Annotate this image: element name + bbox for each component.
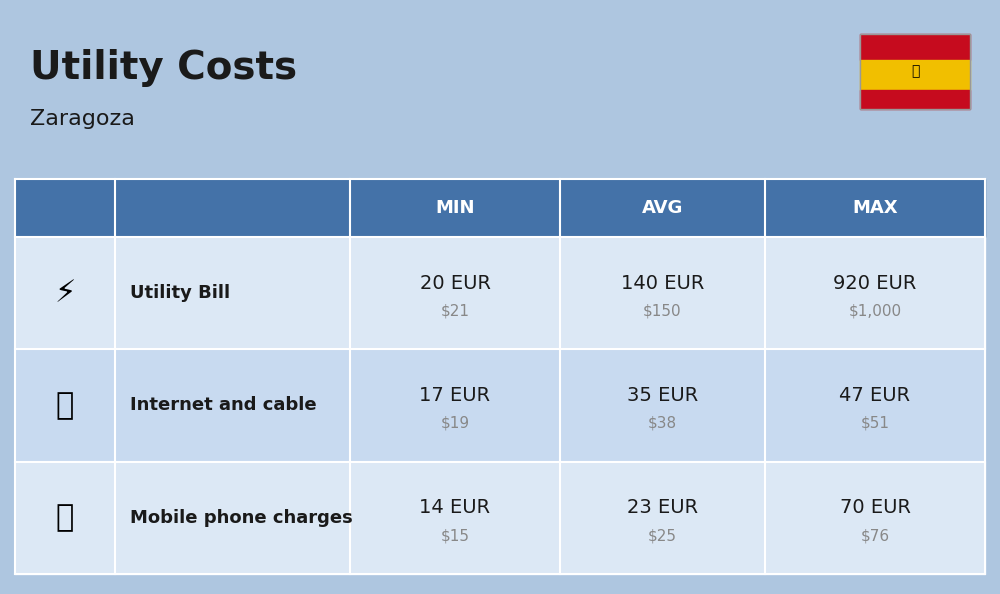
Text: 📱: 📱 bbox=[56, 503, 74, 532]
FancyBboxPatch shape bbox=[15, 237, 115, 349]
Text: 47 EUR: 47 EUR bbox=[839, 386, 911, 405]
Text: 23 EUR: 23 EUR bbox=[627, 498, 698, 517]
FancyBboxPatch shape bbox=[765, 179, 985, 237]
FancyBboxPatch shape bbox=[560, 462, 765, 574]
FancyBboxPatch shape bbox=[115, 349, 350, 462]
Text: Internet and cable: Internet and cable bbox=[130, 397, 317, 415]
FancyBboxPatch shape bbox=[350, 237, 560, 349]
Text: $25: $25 bbox=[648, 528, 677, 544]
FancyBboxPatch shape bbox=[115, 237, 350, 349]
FancyBboxPatch shape bbox=[560, 237, 765, 349]
FancyBboxPatch shape bbox=[560, 179, 765, 237]
Text: $150: $150 bbox=[643, 304, 682, 318]
FancyBboxPatch shape bbox=[115, 462, 350, 574]
Text: Utility Costs: Utility Costs bbox=[30, 49, 297, 87]
Text: AVG: AVG bbox=[642, 199, 683, 217]
Text: $21: $21 bbox=[440, 304, 470, 318]
Text: Mobile phone charges: Mobile phone charges bbox=[130, 509, 353, 527]
FancyBboxPatch shape bbox=[560, 349, 765, 462]
FancyBboxPatch shape bbox=[350, 462, 560, 574]
Text: 17 EUR: 17 EUR bbox=[419, 386, 491, 405]
FancyBboxPatch shape bbox=[115, 179, 350, 237]
FancyBboxPatch shape bbox=[860, 34, 970, 60]
Text: MIN: MIN bbox=[435, 199, 475, 217]
FancyBboxPatch shape bbox=[765, 237, 985, 349]
FancyBboxPatch shape bbox=[860, 60, 970, 90]
Text: 35 EUR: 35 EUR bbox=[627, 386, 698, 405]
FancyBboxPatch shape bbox=[15, 349, 115, 462]
Text: MAX: MAX bbox=[852, 199, 898, 217]
FancyBboxPatch shape bbox=[15, 179, 115, 237]
FancyBboxPatch shape bbox=[15, 462, 115, 574]
FancyBboxPatch shape bbox=[765, 349, 985, 462]
Text: 140 EUR: 140 EUR bbox=[621, 274, 704, 293]
FancyBboxPatch shape bbox=[765, 462, 985, 574]
Text: 20 EUR: 20 EUR bbox=[420, 274, 490, 293]
FancyBboxPatch shape bbox=[350, 349, 560, 462]
Text: $1,000: $1,000 bbox=[848, 304, 902, 318]
Text: 70 EUR: 70 EUR bbox=[840, 498, 910, 517]
Text: $15: $15 bbox=[440, 528, 470, 544]
Text: 🔰: 🔰 bbox=[911, 65, 919, 78]
Text: $19: $19 bbox=[440, 416, 470, 431]
Text: Utility Bill: Utility Bill bbox=[130, 284, 230, 302]
FancyBboxPatch shape bbox=[860, 90, 970, 109]
Text: $38: $38 bbox=[648, 416, 677, 431]
Text: Zaragoza: Zaragoza bbox=[30, 109, 135, 129]
FancyBboxPatch shape bbox=[350, 179, 560, 237]
Text: ⚡: ⚡ bbox=[54, 279, 76, 308]
Text: 14 EUR: 14 EUR bbox=[419, 498, 491, 517]
Text: $76: $76 bbox=[860, 528, 890, 544]
Text: $51: $51 bbox=[860, 416, 890, 431]
Text: 920 EUR: 920 EUR bbox=[833, 274, 917, 293]
Text: 📶: 📶 bbox=[56, 391, 74, 420]
